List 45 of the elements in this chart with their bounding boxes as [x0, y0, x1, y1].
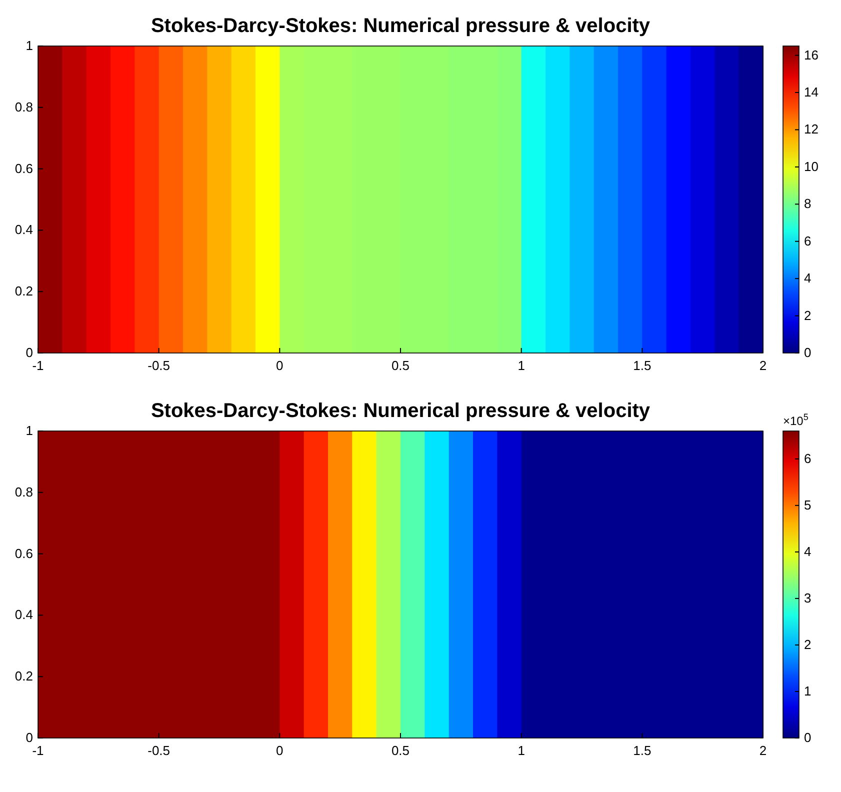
x-tick-label: 1.5 [633, 358, 652, 373]
color-bar-label: 16 [804, 47, 818, 62]
x-tick-label: 1 [518, 743, 525, 758]
y-tick-label: 0 [26, 730, 33, 745]
y-tick-label: 0.6 [14, 160, 33, 176]
x-tick-label: 0.5 [391, 743, 410, 758]
chart-title: Stokes-Darcy-Stokes: Numerical pressure & velocity [150, 400, 651, 422]
y-tick-label: 0 [26, 345, 33, 360]
y-tick-label: 0.6 [14, 546, 33, 561]
x-tick-label: -0.5 [148, 358, 170, 373]
color-bar-label: 0 [804, 730, 812, 745]
y-tick-label: 0.4 [14, 607, 33, 622]
y-tick-label: 0.8 [14, 484, 33, 500]
y-tick-label: 0.4 [14, 222, 33, 238]
color-bar-label: 4 [804, 544, 812, 559]
y-tick-label: 0.2 [14, 284, 33, 299]
x-tick-label: 1.5 [633, 743, 652, 758]
x-tick-label: -1 [32, 358, 44, 373]
color-bar-label: 3 [804, 590, 812, 606]
color-bar-label: 0 [804, 345, 812, 360]
x-tick-label: 0 [276, 743, 284, 758]
color-bar-title: ×10$^{5}$ [783, 412, 808, 428]
color-bar-label: 10 [804, 158, 818, 174]
y-tick-label: 1 [26, 38, 33, 53]
x-tick-label: 1 [518, 358, 525, 373]
color-bar-label: 2 [804, 308, 812, 323]
y-tick-label: 1 [26, 423, 33, 438]
color-bar-label: 2 [804, 636, 812, 652]
x-tick-label: 2 [759, 743, 767, 758]
color-bar-label: 6 [804, 450, 812, 466]
color-bar-label: 5 [804, 497, 812, 512]
color-bar-label: 4 [804, 270, 812, 286]
color-bar-label: 1 [804, 683, 812, 698]
x-tick-label: 2 [759, 358, 767, 373]
x-tick-label: -0.5 [148, 743, 170, 758]
x-tick-label: 0.5 [391, 358, 410, 373]
color-bar-label: 14 [804, 84, 818, 100]
color-bar-label: 8 [804, 196, 812, 212]
x-tick-label: 0 [276, 358, 284, 373]
y-tick-label: 0.8 [14, 99, 33, 114]
y-tick-label: 0.2 [14, 668, 33, 684]
x-tick-label: -1 [32, 743, 44, 758]
chart-title: Stokes-Darcy-Stokes: Numerical pressure & velocity [150, 15, 651, 37]
color-bar-label: 12 [804, 122, 818, 137]
color-bar-label: 6 [804, 233, 812, 248]
